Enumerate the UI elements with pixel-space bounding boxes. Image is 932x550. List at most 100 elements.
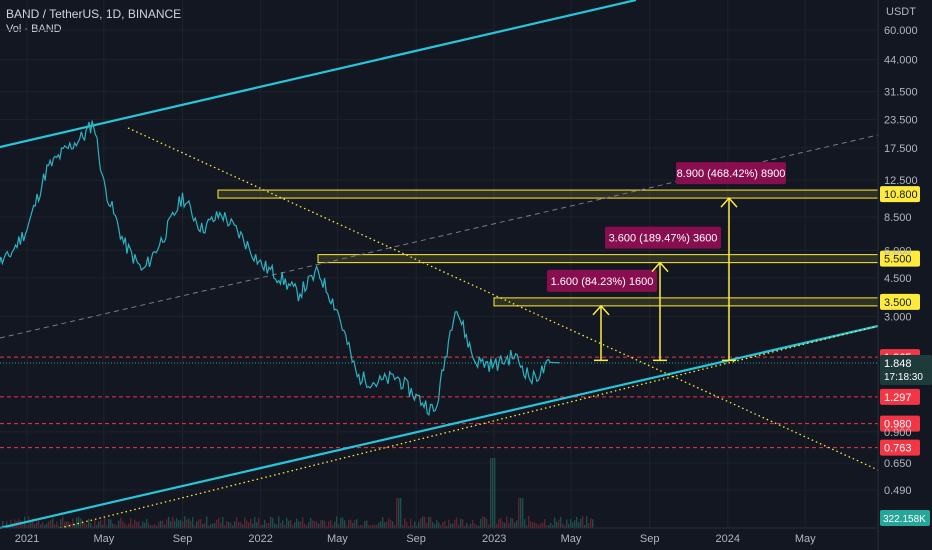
volume-bar — [238, 521, 240, 528]
volume-label-box — [880, 510, 930, 526]
volume-bar — [104, 517, 106, 528]
volume-bar — [494, 458, 496, 528]
price-axis-label: 0.980 — [884, 419, 912, 431]
x-tick-label: Sep — [406, 533, 426, 545]
volume-bar — [388, 518, 390, 528]
volume-bar — [446, 525, 448, 528]
volume-bar — [450, 523, 452, 528]
volume-bar — [268, 522, 270, 528]
y-tick-label: 23.500 — [884, 115, 918, 127]
volume-bar — [592, 519, 594, 528]
volume-bar — [342, 517, 344, 528]
volume-bar — [154, 524, 156, 528]
level-zone — [317, 254, 879, 264]
volume-bar — [170, 521, 172, 528]
arrow-head-icon — [720, 196, 738, 208]
volume-bar — [270, 516, 272, 528]
volume-bar — [128, 523, 130, 528]
volume-bar — [458, 524, 460, 528]
volume-bar — [512, 518, 514, 528]
volume-bar — [506, 516, 508, 528]
volume-bar — [216, 520, 218, 528]
volume-bar — [392, 521, 394, 528]
price-axis-label: 5.500 — [884, 254, 912, 266]
volume-bar — [534, 522, 536, 528]
volume-bar — [536, 523, 538, 528]
volume-bar — [150, 525, 152, 528]
volume-bar — [390, 519, 392, 528]
x-tick-label: May — [327, 533, 348, 545]
volume-bar — [230, 522, 232, 528]
volume-bar — [372, 524, 374, 528]
volume-bar — [320, 520, 322, 528]
x-tick-label: Sep — [640, 533, 660, 545]
volume-bar — [432, 522, 434, 528]
volume-bar — [448, 519, 450, 528]
y-tick-label: 60.000 — [884, 25, 918, 37]
volume-bar — [584, 525, 586, 528]
volume-bar — [248, 522, 250, 528]
volume-bar — [274, 523, 276, 528]
volume-bar — [468, 525, 470, 528]
volume-bar — [272, 518, 274, 528]
volume-bar — [212, 523, 214, 528]
volume-bar — [126, 525, 128, 528]
volume-bar — [160, 520, 162, 528]
volume-bar — [162, 520, 164, 528]
price-axis-label: 3.500 — [884, 297, 912, 309]
target-label-box — [676, 162, 786, 185]
arrow-head-icon — [651, 261, 669, 273]
volume-bar — [222, 517, 224, 528]
volume-bar — [550, 522, 552, 528]
volume-bar — [110, 519, 112, 528]
volume-bar — [340, 517, 342, 528]
volume-bar — [582, 516, 584, 528]
volume-bar — [64, 521, 66, 528]
volume-bar — [312, 520, 314, 528]
volume-bar — [326, 525, 328, 528]
volume-bar — [406, 522, 408, 528]
volume-bar — [474, 523, 476, 528]
volume-bar — [316, 521, 318, 528]
volume-bar — [452, 523, 454, 528]
chart-title: BAND / TetherUS, 1D, BINANCE — [6, 7, 182, 21]
x-tick-label: May — [561, 533, 582, 545]
volume-bar — [202, 523, 204, 528]
volume-bar — [490, 458, 492, 528]
volume-indicator-label: Vol · BAND — [6, 23, 62, 35]
volume-bar — [252, 523, 254, 528]
lower-dotted-line — [59, 325, 879, 529]
volume-bar — [236, 516, 238, 528]
volume-bar — [82, 520, 84, 528]
volume-bar — [344, 520, 346, 528]
volume-bar — [36, 521, 38, 528]
volume-bar — [62, 516, 64, 528]
volume-bar — [184, 516, 186, 528]
volume-bar — [152, 525, 154, 528]
volume-bar — [434, 524, 436, 528]
volume-bar — [382, 517, 384, 528]
volume-bar — [566, 519, 568, 528]
volume-bar — [200, 519, 202, 528]
y-tick-label: 8.500 — [884, 212, 912, 224]
volume-bar — [58, 525, 60, 528]
volume-bar — [38, 520, 40, 528]
volume-bar — [6, 521, 8, 528]
volume-bar — [256, 522, 258, 528]
target-arrows: 1.600 (84.23%) 1600 3.600 (189.47%) 3600 8… — [547, 162, 786, 362]
volume-bar — [376, 524, 378, 528]
volume-bar — [186, 519, 188, 528]
volume-bar — [100, 520, 102, 528]
target-label: 3.600 (189.47%) 3600 — [609, 233, 718, 245]
y-tick-label: 17.500 — [884, 143, 918, 155]
price-axis-label-box — [880, 415, 920, 432]
price-line — [0, 120, 560, 417]
volume-bar — [192, 517, 194, 528]
volume-bar — [102, 524, 104, 528]
y-tick-label: 31.500 — [884, 87, 918, 99]
volume-bar — [416, 525, 418, 528]
countdown-label: 17:18:30 — [884, 372, 923, 383]
volume-bar — [488, 524, 490, 528]
volume-bar — [138, 521, 140, 528]
